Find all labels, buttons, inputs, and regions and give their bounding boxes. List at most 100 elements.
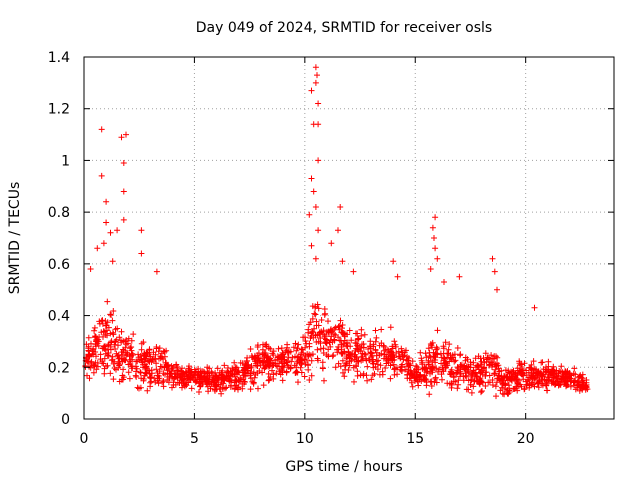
data-point: [156, 368, 163, 375]
data-point: [179, 365, 185, 372]
data-point: [335, 343, 342, 350]
data-point: [143, 369, 150, 376]
data-point: [394, 364, 400, 371]
data-point: [108, 312, 115, 318]
data-point: [440, 357, 447, 364]
data-point: [489, 377, 496, 383]
data-point: [489, 361, 496, 368]
data-point: [177, 377, 184, 384]
data-point: [454, 364, 461, 371]
data-point: [185, 373, 192, 380]
data-point: [124, 351, 131, 358]
data-point: [295, 379, 301, 386]
data-point: [312, 311, 319, 318]
data-point: [261, 349, 268, 356]
data-point: [301, 373, 308, 380]
data-point: [338, 337, 344, 344]
data-point: [338, 341, 345, 348]
data-point: [478, 358, 485, 365]
data-point: [472, 355, 479, 362]
data-point: [531, 304, 538, 311]
data-point: [107, 311, 114, 318]
data-point: [432, 245, 439, 252]
data-point: [133, 373, 140, 380]
data-point: [526, 364, 533, 371]
data-point: [431, 379, 438, 386]
data-point: [86, 375, 93, 382]
data-point: [517, 362, 524, 369]
data-point: [250, 379, 257, 386]
data-point: [433, 365, 440, 372]
data-point: [123, 131, 129, 138]
data-point: [167, 370, 174, 377]
data-point: [388, 349, 395, 356]
data-point: [202, 379, 209, 386]
data-point: [307, 335, 314, 341]
data-point: [473, 378, 480, 385]
data-point: [434, 327, 441, 334]
data-point: [179, 371, 186, 377]
data-point: [429, 344, 436, 351]
data-point: [582, 382, 589, 389]
data-point: [523, 378, 530, 385]
data-point: [138, 227, 145, 234]
data-point: [310, 188, 317, 195]
data-point: [426, 349, 433, 356]
data-point: [422, 375, 429, 382]
data-point: [87, 266, 94, 272]
data-point: [146, 351, 153, 358]
data-point: [345, 367, 352, 373]
data-point: [521, 385, 528, 392]
data-point: [308, 242, 315, 249]
data-point: [309, 329, 316, 336]
data-point: [327, 343, 334, 350]
data-point: [533, 370, 540, 377]
data-point: [545, 374, 552, 380]
data-point: [303, 357, 310, 364]
data-point: [462, 357, 469, 364]
data-point: [201, 376, 208, 383]
data-point: [284, 341, 291, 348]
data-point: [391, 371, 398, 378]
data-point: [571, 365, 578, 372]
data-point: [442, 361, 449, 368]
data-point: [153, 268, 160, 275]
data-point: [89, 350, 96, 357]
data-point: [473, 364, 479, 371]
data-point: [360, 341, 367, 347]
data-point: [425, 345, 432, 352]
data-point: [334, 349, 341, 356]
data-point: [270, 371, 277, 378]
data-point: [470, 383, 477, 390]
data-point: [463, 363, 470, 370]
data-point: [247, 346, 254, 352]
data-point: [409, 383, 416, 390]
data-point: [360, 370, 367, 377]
data-point: [477, 361, 484, 368]
data-point: [439, 376, 445, 383]
data-point: [404, 360, 411, 367]
data-point: [107, 346, 114, 353]
data-point: [434, 345, 441, 352]
x-axis-label: GPS time / hours: [285, 459, 402, 475]
data-point: [552, 379, 559, 386]
data-point: [261, 352, 268, 359]
data-point: [341, 333, 348, 340]
data-point: [185, 367, 192, 374]
data-point: [260, 382, 267, 389]
data-point: [562, 378, 569, 385]
data-point: [555, 382, 562, 389]
data-point: [114, 325, 121, 332]
data-point: [374, 366, 381, 373]
data-point: [392, 341, 399, 348]
data-point: [134, 358, 141, 365]
data-point: [312, 204, 319, 210]
data-point: [534, 380, 541, 386]
data-point: [259, 346, 266, 353]
data-point: [275, 345, 282, 352]
data-point: [306, 377, 313, 383]
data-point: [438, 360, 445, 367]
data-point: [254, 344, 261, 350]
data-point: [441, 279, 447, 285]
data-point: [118, 339, 125, 346]
